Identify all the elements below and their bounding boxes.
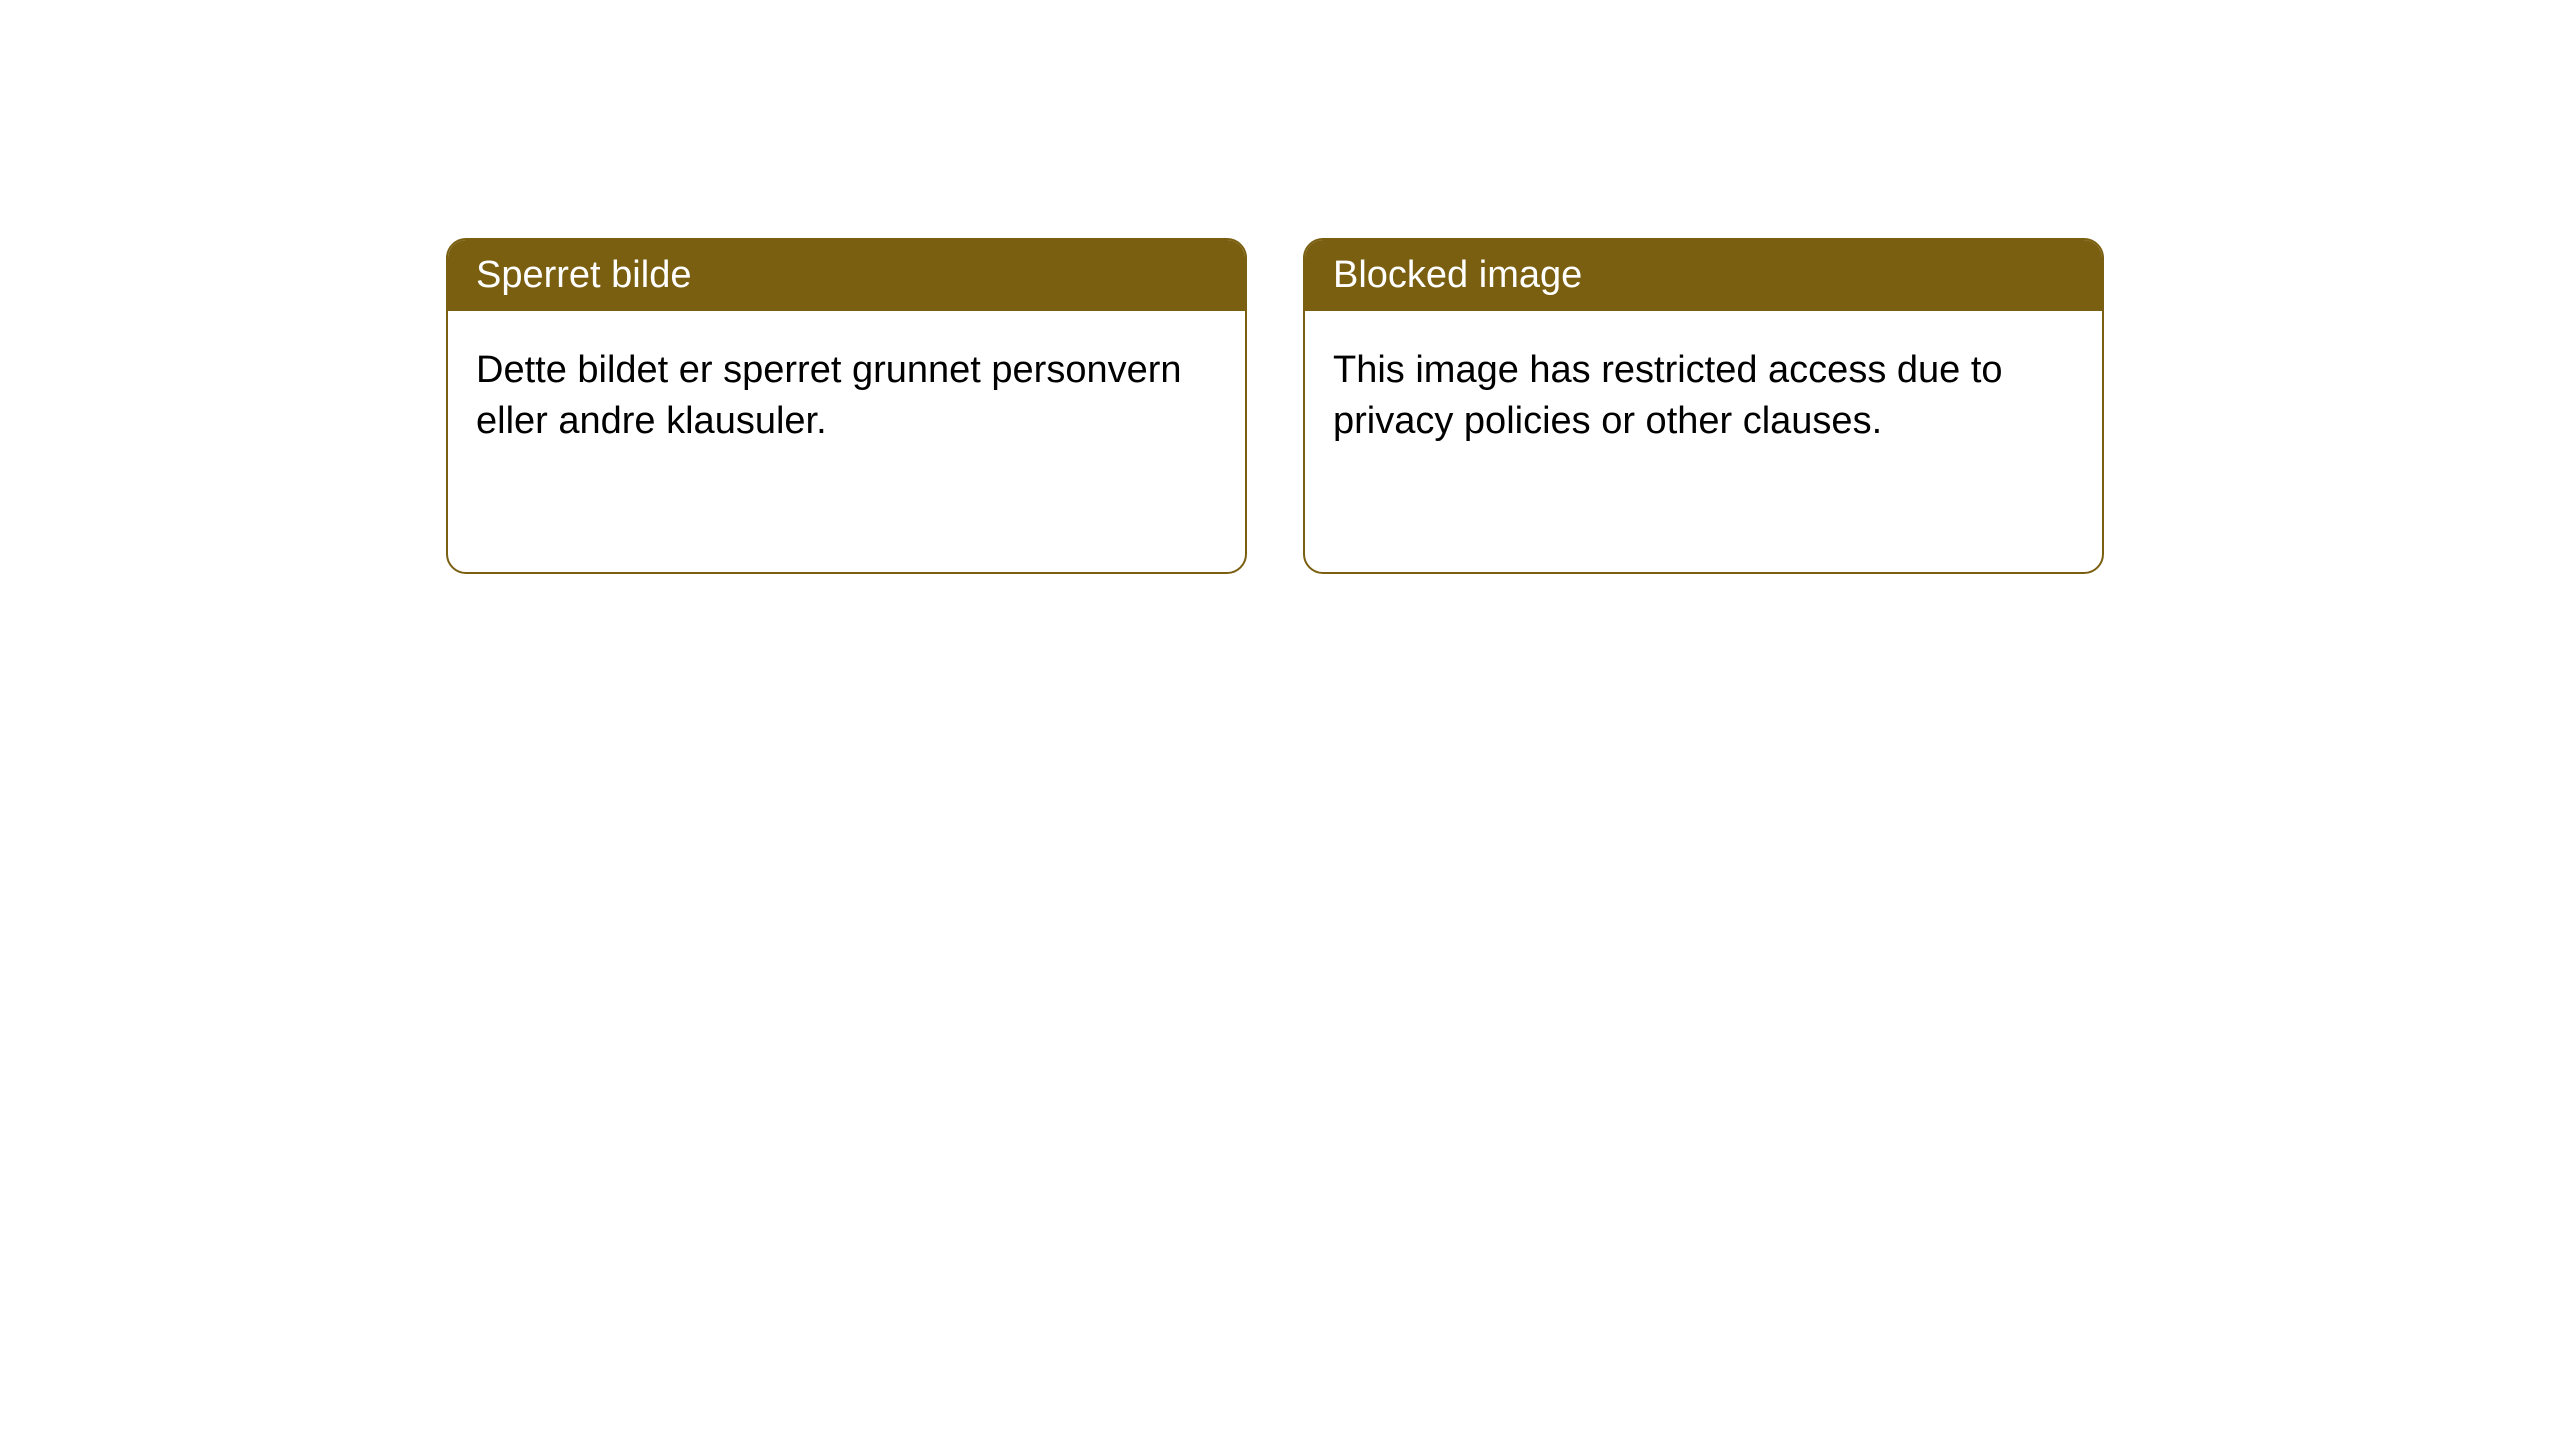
card-body-text: This image has restricted access due to …	[1305, 311, 2102, 482]
card-title: Blocked image	[1305, 240, 2102, 311]
notice-card-english: Blocked image This image has restricted …	[1303, 238, 2104, 574]
notice-card-norwegian: Sperret bilde Dette bildet er sperret gr…	[446, 238, 1247, 574]
card-body-text: Dette bildet er sperret grunnet personve…	[448, 311, 1245, 482]
notice-container: Sperret bilde Dette bildet er sperret gr…	[0, 0, 2560, 574]
card-title: Sperret bilde	[448, 240, 1245, 311]
